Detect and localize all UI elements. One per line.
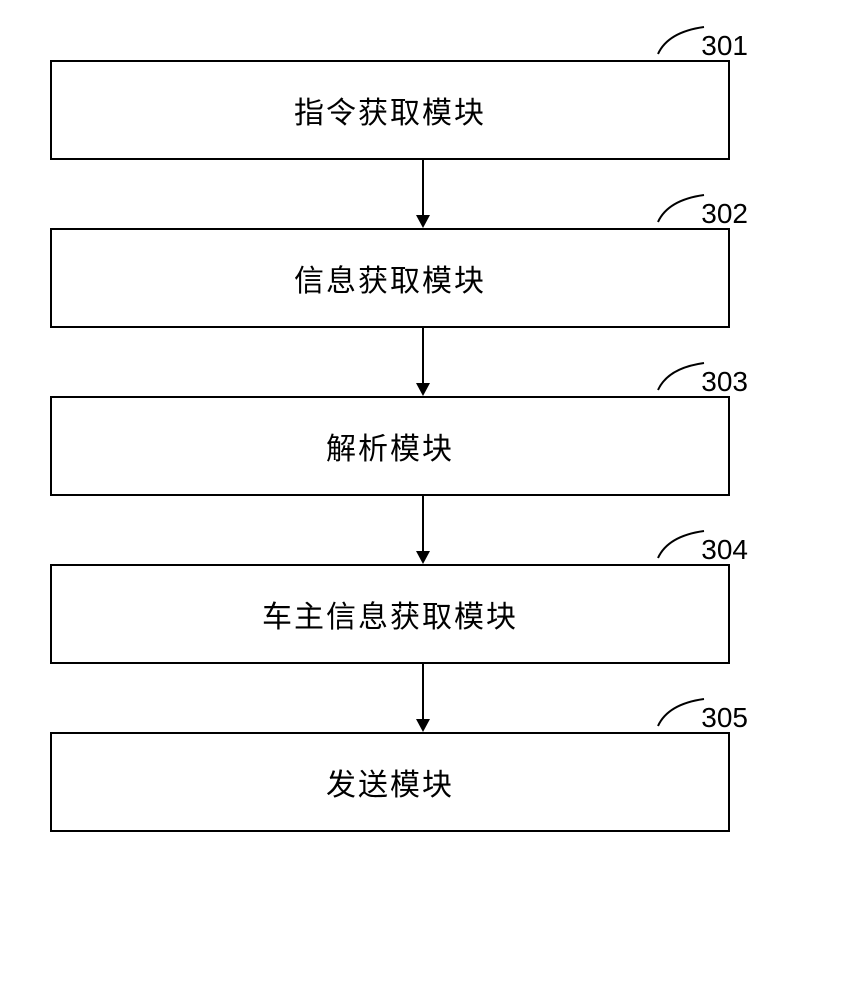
flowchart-node: 指令获取模块 301 [50,60,730,160]
node-label: 指令获取模块 [294,88,486,132]
leader-curve [656,22,706,56]
node-number: 304 [701,534,748,566]
node-number: 301 [701,30,748,62]
node-number-group: 305 [701,702,748,734]
node-label: 信息获取模块 [294,256,486,300]
node-label: 解析模块 [326,424,454,468]
flowchart-node: 车主信息获取模块 304 [50,564,730,664]
flowchart-node: 信息获取模块 302 [50,228,730,328]
node-number: 302 [701,198,748,230]
node-number: 305 [701,702,748,734]
node-label: 发送模块 [326,760,454,804]
node-label: 车主信息获取模块 [262,592,518,636]
leader-curve [656,526,706,560]
node-number: 303 [701,366,748,398]
leader-curve [656,694,706,728]
flowchart-node: 解析模块 303 [50,396,730,496]
node-number-group: 304 [701,534,748,566]
node-number-group: 302 [701,198,748,230]
node-number-group: 303 [701,366,748,398]
flowchart-container: 指令获取模块 301 信息获取模块 302 解析模块 [50,60,795,832]
flowchart-node: 发送模块 305 [50,732,730,832]
leader-curve [656,190,706,224]
leader-curve [656,358,706,392]
node-number-group: 301 [701,30,748,62]
